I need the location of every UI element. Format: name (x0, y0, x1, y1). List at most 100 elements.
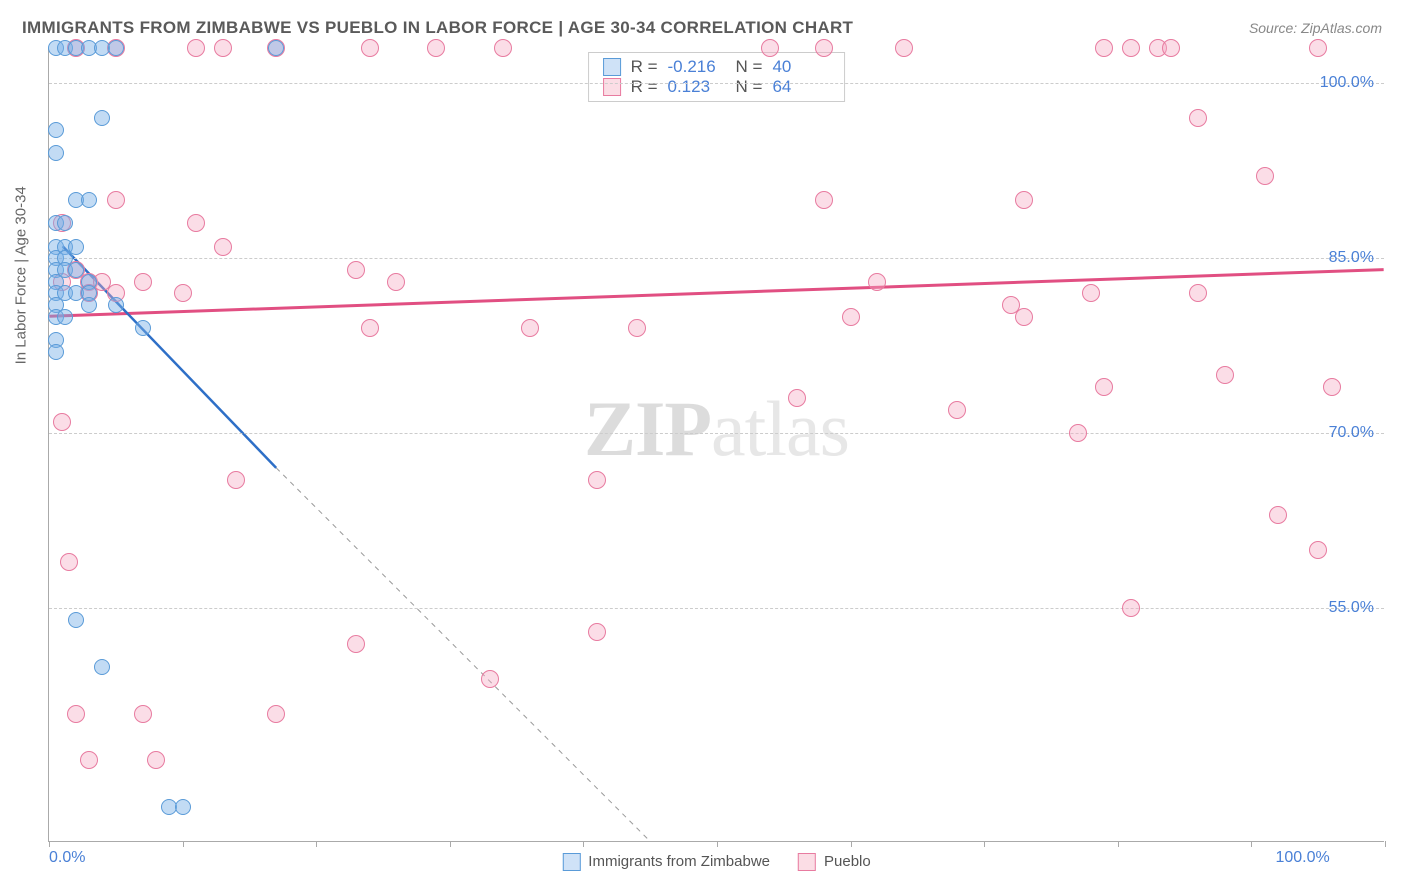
gridline (49, 433, 1384, 434)
zimbabwe-point (108, 297, 124, 313)
pueblo-point (588, 623, 606, 641)
pueblo-point (1189, 284, 1207, 302)
pueblo-point (1082, 284, 1100, 302)
pueblo-point (1069, 424, 1087, 442)
pueblo-point (267, 705, 285, 723)
plot-area: In Labor Force | Age 30-34 ZIPatlas R =-… (48, 48, 1384, 842)
x-tick (583, 841, 584, 847)
pueblo-point (1309, 39, 1327, 57)
pueblo-point (187, 39, 205, 57)
legend-item: Pueblo (798, 853, 871, 871)
zimbabwe-point (48, 122, 64, 138)
pueblo-point (1323, 378, 1341, 396)
zimbabwe-point (175, 799, 191, 815)
pueblo-point (761, 39, 779, 57)
x-tick (984, 841, 985, 847)
zimbabwe-point (48, 145, 64, 161)
legend-row: R = -0.216 N = 40 (603, 57, 831, 77)
pueblo-point (227, 471, 245, 489)
zimbabwe-point (68, 612, 84, 628)
zimbabwe-point (81, 297, 97, 313)
zimbabwe-point (268, 40, 284, 56)
pueblo-point (214, 238, 232, 256)
legend-item: Immigrants from Zimbabwe (562, 853, 770, 871)
gridline (49, 83, 1384, 84)
x-tick-label: 0.0% (49, 849, 85, 867)
chart-title: IMMIGRANTS FROM ZIMBABWE VS PUEBLO IN LA… (22, 18, 853, 38)
pueblo-point (588, 471, 606, 489)
pueblo-point (1122, 39, 1140, 57)
x-tick (316, 841, 317, 847)
chart-svg (49, 48, 1384, 841)
pueblo-point (1256, 167, 1274, 185)
pueblo-point (628, 319, 646, 337)
x-tick (450, 841, 451, 847)
zimbabwe-point (94, 110, 110, 126)
zimbabwe-point (68, 262, 84, 278)
pueblo-point (1189, 109, 1207, 127)
zimbabwe-point (81, 192, 97, 208)
pueblo-point (815, 191, 833, 209)
pueblo-point (868, 273, 886, 291)
pueblo-point (187, 214, 205, 232)
legend-n-value: 40 (772, 57, 830, 77)
legend-series: Immigrants from Zimbabwe Pueblo (562, 853, 870, 871)
legend-r-value: 0.123 (668, 77, 726, 97)
pueblo-point (53, 413, 71, 431)
pueblo-point (387, 273, 405, 291)
legend-r-value: -0.216 (668, 57, 726, 77)
pueblo-point (214, 39, 232, 57)
legend-label: Immigrants from Zimbabwe (588, 853, 770, 870)
y-tick-label: 55.0% (1329, 599, 1374, 617)
x-tick (1118, 841, 1119, 847)
pueblo-point (895, 39, 913, 57)
x-tick (49, 841, 50, 847)
zimbabwe-point (108, 40, 124, 56)
pueblo-point (494, 39, 512, 57)
trend-line (49, 270, 1383, 317)
legend-swatch (603, 78, 621, 96)
pueblo-point (1015, 191, 1033, 209)
legend-n-label: N = (736, 77, 763, 97)
pueblo-point (347, 261, 365, 279)
x-tick (1251, 841, 1252, 847)
zimbabwe-point (48, 344, 64, 360)
legend-swatch (798, 853, 816, 871)
pueblo-point (174, 284, 192, 302)
pueblo-point (788, 389, 806, 407)
legend-r-label: R = (631, 57, 658, 77)
x-tick (717, 841, 718, 847)
pueblo-point (481, 670, 499, 688)
x-tick (851, 841, 852, 847)
x-tick (1385, 841, 1386, 847)
pueblo-point (815, 39, 833, 57)
trend-line (276, 468, 650, 841)
pueblo-point (347, 635, 365, 653)
legend-n-label: N = (736, 57, 763, 77)
y-tick-label: 85.0% (1329, 249, 1374, 267)
pueblo-point (1015, 308, 1033, 326)
pueblo-point (1269, 506, 1287, 524)
zimbabwe-point (94, 659, 110, 675)
legend-label: Pueblo (824, 853, 871, 870)
pueblo-point (134, 273, 152, 291)
legend-correlation: R = -0.216 N = 40 R = 0.123 N = 64 (588, 52, 846, 102)
pueblo-point (948, 401, 966, 419)
y-tick-label: 70.0% (1329, 424, 1374, 442)
pueblo-point (147, 751, 165, 769)
pueblo-point (1162, 39, 1180, 57)
legend-row: R = 0.123 N = 64 (603, 77, 831, 97)
x-tick (183, 841, 184, 847)
zimbabwe-point (57, 215, 73, 231)
legend-n-value: 64 (772, 77, 830, 97)
gridline (49, 608, 1384, 609)
pueblo-point (361, 39, 379, 57)
pueblo-point (1309, 541, 1327, 559)
pueblo-point (60, 553, 78, 571)
y-tick-label: 100.0% (1320, 74, 1374, 92)
pueblo-point (1216, 366, 1234, 384)
zimbabwe-point (68, 239, 84, 255)
legend-r-label: R = (631, 77, 658, 97)
zimbabwe-point (57, 309, 73, 325)
pueblo-point (842, 308, 860, 326)
